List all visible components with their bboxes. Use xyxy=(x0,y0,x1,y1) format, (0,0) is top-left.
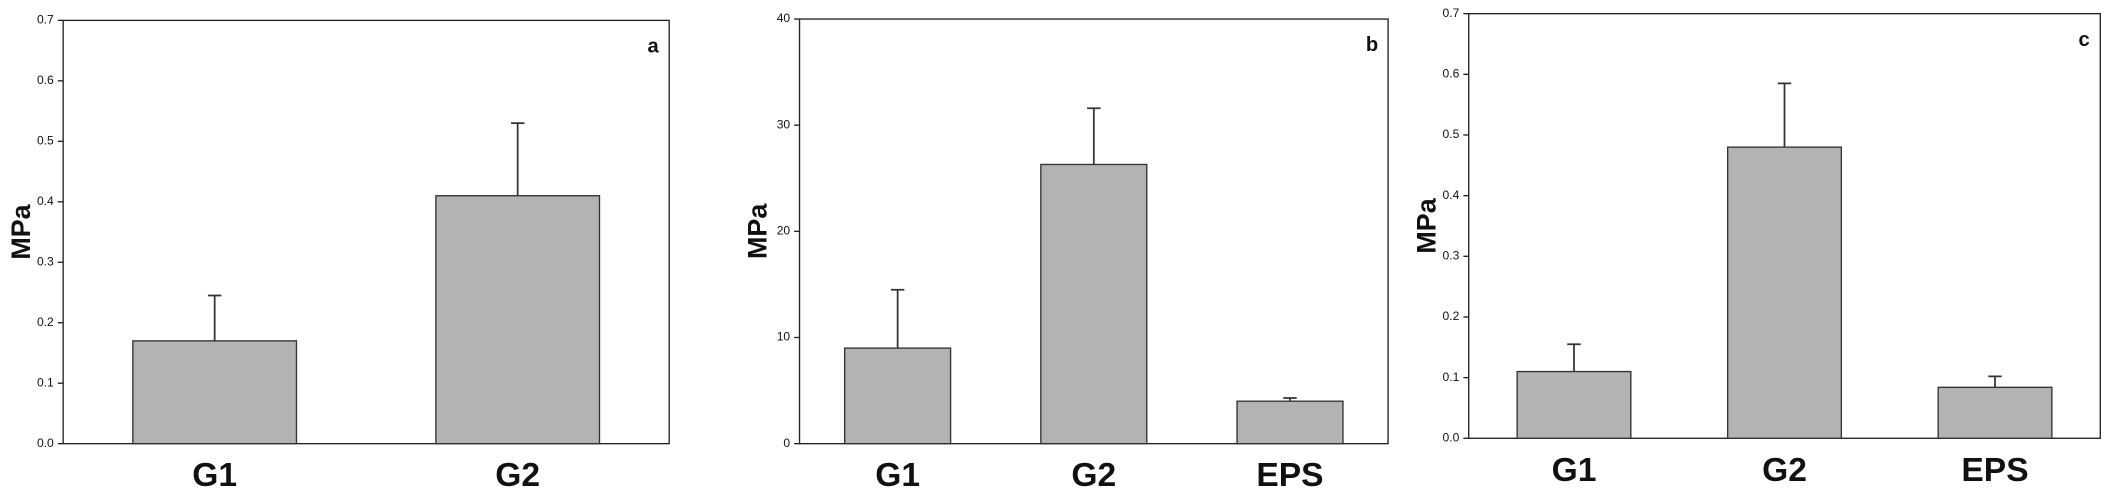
y-axis-label: MPa xyxy=(742,203,772,259)
x-tick-label: G1 xyxy=(192,457,237,494)
y-tick-label: 30 xyxy=(777,117,791,131)
bar xyxy=(1937,386,2053,439)
plot-frame xyxy=(62,19,670,445)
y-tick-label: 0.4 xyxy=(1443,188,1460,202)
x-tick-label: G1 xyxy=(1552,452,1597,489)
bar xyxy=(1726,146,1843,439)
y-tick-label: 0.7 xyxy=(37,13,54,27)
y-tick-label: 0.6 xyxy=(37,73,54,87)
y-tick-label: 0.1 xyxy=(37,375,54,389)
error-bar xyxy=(1777,82,1792,148)
bar xyxy=(1040,163,1148,445)
error-bar xyxy=(1283,397,1297,402)
y-tick-label: 0.0 xyxy=(1443,430,1460,444)
error-bar xyxy=(1567,343,1581,372)
y-tick-label: 0.2 xyxy=(1443,309,1460,323)
y-tick-label: 0.6 xyxy=(1443,67,1460,81)
y-tick-label: 0.1 xyxy=(1443,370,1460,384)
y-tick-label: 0.5 xyxy=(1443,127,1460,141)
x-tick-label: G2 xyxy=(1762,452,1807,489)
y-tick-label: 0.0 xyxy=(37,436,54,450)
panel-label: c xyxy=(2079,29,2090,51)
y-axis-label: MPa xyxy=(6,203,36,259)
x-tick-label: G1 xyxy=(875,457,920,494)
panel-label: a xyxy=(647,36,659,58)
y-tick-label: 10 xyxy=(777,330,791,344)
y-tick-label: 0.7 xyxy=(1443,6,1460,20)
error-bar xyxy=(890,288,905,349)
error-bar xyxy=(1988,375,2002,388)
error-bar xyxy=(510,122,525,196)
bar xyxy=(435,195,601,445)
error-bar xyxy=(207,294,222,341)
panel-label: b xyxy=(1366,34,1378,56)
x-tick-label: G2 xyxy=(1071,457,1116,494)
y-tick-label: 0.5 xyxy=(37,134,54,148)
y-tick-label: 0.3 xyxy=(1443,248,1460,262)
y-tick-label: 0.3 xyxy=(37,254,54,268)
x-tick-label: EPS xyxy=(1961,452,2028,489)
x-tick-label: EPS xyxy=(1256,457,1323,494)
bar xyxy=(1236,400,1344,445)
y-tick-label: 0 xyxy=(783,436,790,450)
bar xyxy=(132,340,298,445)
bar xyxy=(843,347,952,445)
y-tick-label: 20 xyxy=(777,224,791,238)
y-tick-label: 40 xyxy=(777,11,791,25)
y-tick-label: 0.4 xyxy=(37,194,54,208)
y-tick-label: 0.2 xyxy=(37,315,54,329)
x-tick-label: G2 xyxy=(495,457,540,494)
y-axis-label: MPa xyxy=(1412,197,1442,253)
error-bar xyxy=(1087,107,1101,165)
bar xyxy=(1516,370,1632,439)
